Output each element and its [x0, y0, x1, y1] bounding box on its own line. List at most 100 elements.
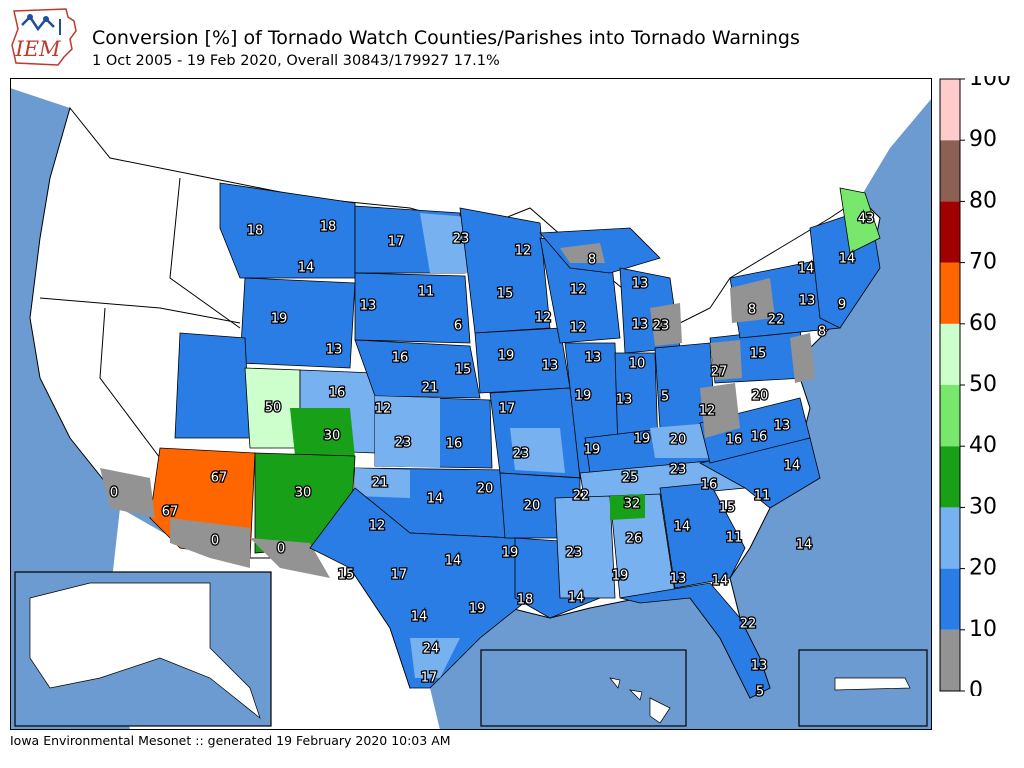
colorbar-bin [940, 446, 960, 508]
region-value-label: 13 [799, 294, 816, 309]
region-value-label: 30 [295, 486, 312, 501]
region-arizona-south [170, 518, 250, 568]
region-value-label: 15 [750, 347, 767, 362]
region-wyoming [239, 277, 356, 369]
colorbar-bin [940, 629, 960, 691]
region-value-label: 16 [726, 433, 743, 448]
colorbar-tick-label: 10 [969, 617, 997, 642]
region-value-label: 22 [740, 617, 757, 632]
region-value-label: 20 [670, 433, 687, 448]
region-value-label: 67 [211, 471, 228, 486]
region-minnesota [459, 207, 551, 334]
region-value-label: 5 [661, 390, 669, 405]
colorbar-bin [940, 79, 960, 141]
region-value-label: 8 [818, 325, 826, 340]
region-value-label: 14 [568, 591, 585, 606]
map-frame [10, 78, 932, 730]
region-al-north [610, 494, 645, 520]
region-value-label: 11 [754, 489, 771, 504]
region-value-label: 17 [391, 568, 408, 583]
region-value-label: 43 [858, 212, 875, 227]
region-wv [700, 383, 740, 438]
region-value-label: 16 [329, 386, 346, 401]
region-ok-west [355, 468, 410, 498]
region-nj [790, 333, 815, 383]
colorbar-tick-label: 80 [969, 188, 997, 213]
colorbar-bin [940, 140, 960, 202]
region-maine [839, 187, 881, 254]
colorbar-tick-label: 70 [969, 250, 997, 275]
region-value-label: 6 [454, 319, 462, 334]
state-border-or-ca [39, 297, 241, 324]
region-value-label: 13 [585, 351, 602, 366]
footer-credit: Iowa Environmental Mesonet :: generated … [10, 733, 451, 748]
region-texas-south [410, 638, 460, 678]
region-nebraska [354, 339, 481, 399]
region-value-label: 23 [670, 463, 687, 478]
region-value-label: 12 [535, 311, 552, 326]
region-value-label: 12 [570, 283, 587, 298]
region-value-label: 5 [756, 685, 764, 700]
region-value-label: 0 [110, 486, 118, 501]
region-value-label: 17 [388, 235, 405, 250]
region-kansas-west [375, 396, 440, 468]
region-value-label: 9 [838, 298, 846, 313]
canada-land [10, 78, 932, 328]
colorbar-tick-label: 0 [969, 678, 983, 696]
region-georgia [659, 482, 746, 589]
region-value-label: 16 [751, 430, 768, 445]
region-value-label: 15 [497, 287, 514, 302]
region-value-label: 23 [453, 232, 470, 247]
colorbar-tick-label: 100 [969, 76, 1011, 91]
region-value-label: 13 [632, 277, 649, 292]
region-value-label: 20 [524, 499, 541, 514]
region-value-label: 8 [748, 303, 756, 318]
region-value-label: 12 [570, 321, 587, 336]
region-value-label: 17 [421, 671, 438, 686]
region-value-label: 14 [674, 520, 691, 535]
map-title: Conversion [%] of Tornado Watch Counties… [92, 27, 800, 49]
region-value-label: 19 [498, 349, 515, 364]
region-value-label: 19 [584, 443, 601, 458]
colorbar-bin [940, 323, 960, 385]
alaska-land [29, 582, 261, 720]
region-value-label: 14 [798, 262, 815, 277]
region-value-label: 11 [418, 285, 435, 300]
region-value-label: 67 [162, 505, 179, 520]
region-value-label: 30 [324, 429, 341, 444]
colorbar-tick-label: 60 [969, 311, 997, 336]
colorbar-bin [940, 262, 960, 324]
region-value-label: 8 [588, 253, 596, 268]
region-value-label: 13 [632, 318, 649, 333]
region-value-label: 15 [338, 568, 355, 583]
region-value-label: 20 [752, 389, 769, 404]
region-value-label: 23 [566, 546, 583, 561]
region-value-label: 13 [670, 572, 687, 587]
region-value-label: 13 [542, 359, 559, 374]
region-value-label: 50 [265, 401, 282, 416]
region-virginia [699, 397, 811, 464]
region-value-label: 18 [247, 224, 264, 239]
colorbar-bin [940, 385, 960, 447]
region-value-label: 11 [726, 531, 743, 546]
region-value-label: 23 [653, 319, 670, 334]
colorbar-tick-label: 20 [969, 556, 997, 581]
region-south-dakota [354, 272, 471, 344]
colorbar-tick-label: 30 [969, 494, 997, 519]
region-value-label: 16 [392, 351, 409, 366]
region-pa-west [710, 340, 742, 380]
region-value-label: 23 [513, 447, 530, 462]
logo-text: IEM [14, 37, 61, 61]
region-value-label: 0 [211, 534, 219, 549]
region-value-label: 19 [271, 312, 288, 327]
region-value-label: 22 [768, 313, 785, 328]
region-mo-south [510, 428, 565, 473]
colorbar-tick-label: 90 [969, 127, 997, 152]
region-value-label: 20 [477, 482, 494, 497]
region-value-label: 19 [502, 546, 519, 561]
iem-logo: IEM [8, 5, 82, 69]
colorbar-bin [940, 201, 960, 263]
region-value-label: 16 [701, 478, 718, 493]
